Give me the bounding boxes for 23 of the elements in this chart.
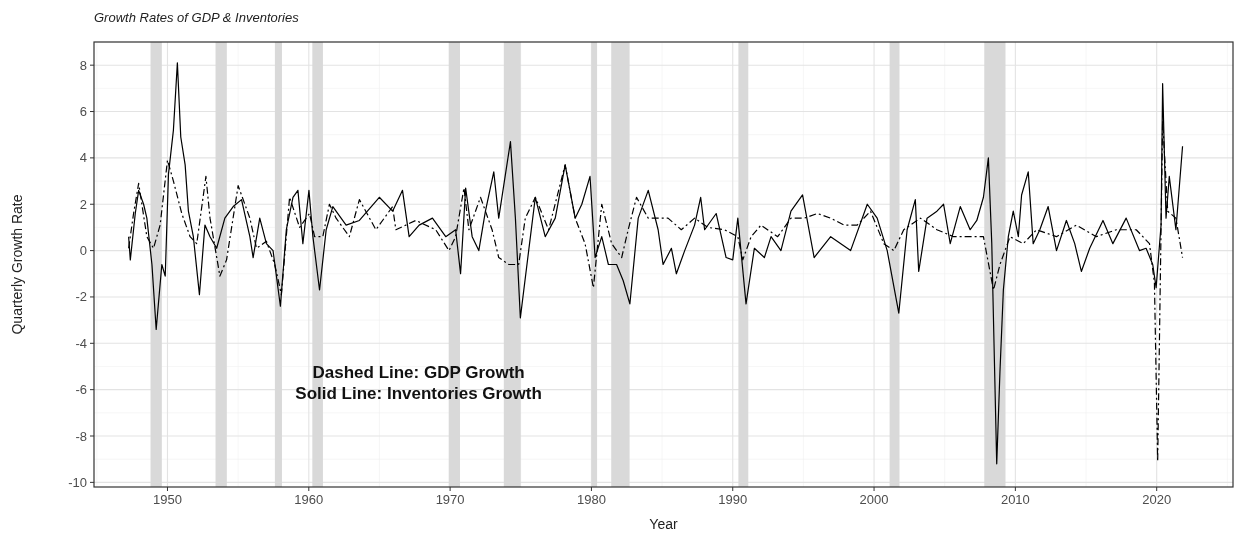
x-tick-label: 2020 [1142, 492, 1172, 507]
y-tick-label: -8 [75, 428, 87, 444]
x-tick-label: 1990 [718, 492, 748, 507]
y-tick-label: 6 [79, 104, 87, 120]
y-tick-label: 8 [79, 57, 87, 73]
y-tick-label: -6 [75, 382, 87, 398]
x-tick-label: 2010 [1000, 492, 1030, 507]
y-tick-label: -2 [75, 289, 87, 305]
y-tick-label: 4 [79, 150, 87, 166]
x-axis-title: Year [649, 516, 678, 532]
x-tick-label: 1980 [576, 492, 606, 507]
y-tick-label: 2 [79, 196, 87, 212]
y-tick-label: 0 [79, 243, 87, 259]
chart-title: Growth Rates of GDP & Inventories [94, 10, 300, 25]
annotation: Dashed Line: GDP Growth [312, 362, 525, 382]
y-axis-title: Quarterly Growth Rate [9, 194, 25, 335]
annotation: Solid Line: Inventories Growth [295, 383, 542, 403]
y-tick-label: -10 [68, 474, 87, 490]
x-tick-label: 1960 [294, 492, 324, 507]
x-tick-label: 1950 [153, 492, 182, 507]
y-tick-label: -4 [75, 335, 87, 351]
x-tick-label: 1970 [435, 492, 465, 507]
x-tick-label: 2000 [859, 492, 889, 507]
